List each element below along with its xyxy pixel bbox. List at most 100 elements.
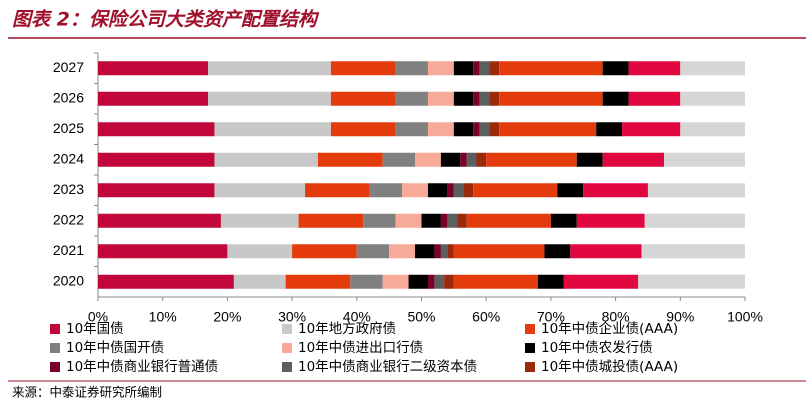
bar-segment [415, 244, 435, 259]
bar-segment [408, 274, 428, 289]
bar-segment [285, 274, 351, 289]
y-tick-label: 2025 [53, 120, 84, 136]
chart-title: 图表 2：保险公司大类资产配置结构 [12, 9, 320, 31]
x-tick-label: 30% [278, 309, 306, 325]
bar-segment [220, 213, 299, 228]
bar-segment [363, 213, 396, 228]
bar-segment [583, 183, 648, 198]
bar-segment [98, 122, 215, 137]
bar-segment [292, 244, 357, 259]
bar-segment [395, 213, 422, 228]
bar-segment [382, 152, 416, 167]
bar-segment [453, 183, 464, 198]
bar-segment [602, 91, 629, 106]
x-tick-label: 20% [213, 309, 241, 325]
y-tick-label: 2022 [53, 211, 84, 227]
bar-segment [453, 91, 474, 106]
legend-label: 10年中债城投债(AAA) [541, 359, 678, 375]
bar-segment [453, 274, 538, 289]
bar-segment [563, 274, 639, 289]
bar-segment [570, 244, 642, 259]
legend-swatch [525, 343, 535, 353]
bar-segment [463, 183, 474, 198]
bar-segment [453, 122, 474, 137]
bar-segment [489, 91, 500, 106]
x-tick-label: 70% [537, 309, 565, 325]
bar-segment [576, 213, 645, 228]
bar-segment [330, 91, 396, 106]
bar-segment [473, 122, 480, 137]
bar-segment [415, 152, 441, 167]
bar-segment [499, 122, 597, 137]
bar-segment [317, 152, 383, 167]
legend-swatch [282, 324, 292, 334]
bar-segment [680, 122, 745, 137]
bar-segment [479, 122, 490, 137]
legend-label: 10年中债企业债(AAA) [541, 320, 678, 337]
bar-segment [499, 61, 603, 76]
bar-segment [427, 183, 448, 198]
bar-segment [557, 183, 584, 198]
bar-segment [207, 61, 331, 76]
bar-segment [233, 274, 286, 289]
legend-label: 10年地方政府债 [298, 321, 396, 337]
bar-segment [644, 213, 745, 228]
legend-swatch [50, 362, 60, 372]
bar-segment [457, 213, 467, 228]
bar-segment [460, 152, 467, 167]
bar-segment [489, 61, 500, 76]
bar-segment [395, 91, 428, 106]
bar-segment [214, 152, 318, 167]
bar-segment [479, 91, 490, 106]
x-tick-label: 90% [666, 309, 694, 325]
legend-swatch [525, 362, 535, 372]
bar-segment [622, 122, 681, 137]
y-tick-label: 2027 [53, 59, 84, 75]
bar-segment [402, 183, 428, 198]
bar-segment [647, 183, 745, 198]
bar-segment [641, 244, 745, 259]
bar-segment [350, 274, 383, 289]
bar-segment [466, 213, 551, 228]
bar-segment [453, 244, 545, 259]
bar-segment [466, 152, 477, 167]
bar-segment [298, 213, 364, 228]
bar-segment [427, 122, 454, 137]
x-tick-label: 80% [602, 309, 630, 325]
bar-segment [550, 213, 577, 228]
bar-segment [98, 152, 215, 167]
bar-segment [427, 91, 454, 106]
bar-segment [207, 91, 331, 106]
legend-label: 10年国债 [66, 321, 124, 337]
legend-swatch [50, 324, 60, 334]
bar-segment [214, 122, 331, 137]
bar-segment [638, 274, 745, 289]
bar-segment [628, 61, 681, 76]
bar-segment [440, 152, 461, 167]
bar-segment [330, 61, 396, 76]
bar-segment [356, 244, 390, 259]
bar-segment [330, 122, 396, 137]
bar-segment [486, 152, 577, 167]
x-tick-label: 60% [472, 309, 500, 325]
bar-segment [98, 213, 221, 228]
x-tick-label: 10% [149, 309, 177, 325]
bar-segment [447, 183, 454, 198]
bar-segment [499, 91, 603, 106]
legend-label: 10年中债农发行债 [541, 340, 653, 356]
bar-segment [479, 61, 490, 76]
bar-segment [440, 213, 448, 228]
bar-segment [602, 61, 629, 76]
legend-label: 10年中债商业银行普通债 [66, 359, 218, 375]
bar-segment [98, 274, 234, 289]
x-tick-label: 40% [343, 309, 371, 325]
bar-segment [596, 122, 623, 137]
bar-segment [389, 244, 416, 259]
y-tick-label: 2026 [53, 89, 84, 105]
bar-segment [453, 61, 474, 76]
bar-segment [227, 244, 293, 259]
legend-label: 10年中债商业银行二级资本债 [298, 359, 477, 375]
bar-segment [537, 274, 564, 289]
bar-segment [440, 244, 448, 259]
bar-segment [369, 183, 403, 198]
